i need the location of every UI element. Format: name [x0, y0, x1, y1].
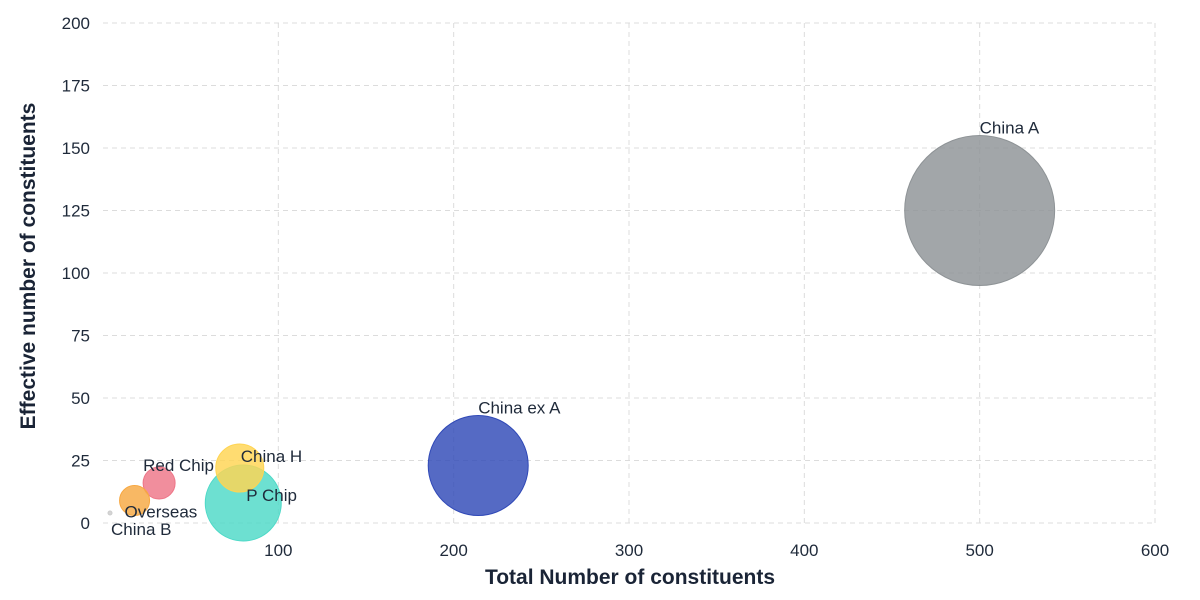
y-tick-label: 200: [62, 14, 90, 33]
y-tick-label: 100: [62, 264, 90, 283]
bubble-china-ex-a: [427, 415, 529, 516]
bubbles: [107, 135, 1056, 542]
bubble-label-p-chip: P Chip: [246, 486, 297, 505]
x-tick-label: 500: [965, 541, 993, 560]
bubble-labels: China A China ex A China H P Chip Red Chip Ov…: [111, 119, 1040, 540]
bubble-label-china-h: China H: [241, 447, 302, 466]
bubble-label-overseas: Overseas: [125, 503, 198, 522]
y-tick-label: 50: [71, 389, 90, 408]
bubble-red-chip: [142, 466, 176, 500]
bubble-china-a: [904, 135, 1056, 286]
y-axis-ticks: 0 25 50 75 100 125 150 175 200: [62, 14, 90, 533]
x-tick-label: 600: [1141, 541, 1169, 560]
y-tick-label: 75: [71, 327, 90, 346]
x-axis-title: Total Number of constituents: [485, 566, 775, 589]
y-tick-label: 25: [71, 452, 90, 471]
y-axis-title: Effective number of constituents: [17, 103, 40, 430]
bubble-label-china-a: China A: [980, 119, 1040, 138]
y-tick-label: 175: [62, 77, 90, 96]
x-tick-label: 400: [790, 541, 818, 560]
bubble-label-red-chip: Red Chip: [143, 456, 214, 475]
y-tick-label: 125: [62, 202, 90, 221]
y-tick-label: 150: [62, 139, 90, 158]
bubble-label-china-b: China B: [111, 520, 171, 539]
bubble-label-china-ex-a: China ex A: [478, 399, 561, 418]
bubble-china-h: [215, 443, 265, 493]
y-tick-label: 0: [81, 514, 90, 533]
x-axis-ticks: 100 200 300 400 500 600: [264, 541, 1169, 560]
bubble-overseas: [119, 485, 151, 516]
x-tick-label: 200: [439, 541, 467, 560]
x-tick-label: 100: [264, 541, 292, 560]
x-tick-label: 300: [615, 541, 643, 560]
bubble-china-b: [107, 510, 113, 516]
